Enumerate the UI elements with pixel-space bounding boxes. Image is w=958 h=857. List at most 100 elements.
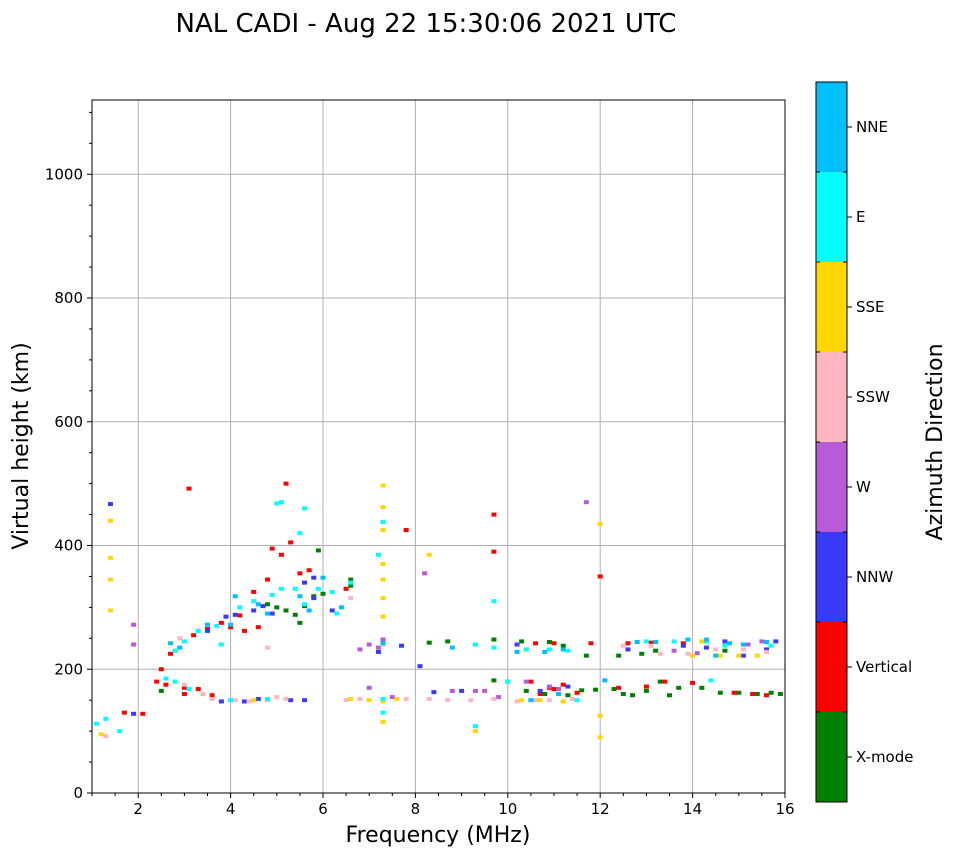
data-point-sse — [348, 696, 354, 701]
colorbar-tick-label: X-mode — [856, 748, 913, 766]
colorbar-segment-w — [816, 442, 847, 532]
data-point-sse — [472, 729, 478, 734]
data-point-nne — [255, 602, 261, 607]
colorbar-tick-label: Vertical — [856, 658, 912, 676]
data-point-vertical — [181, 685, 187, 690]
data-point-e — [172, 648, 178, 653]
data-point-e — [265, 696, 271, 701]
data-point-x-mode — [491, 678, 497, 683]
data-point-w — [131, 642, 137, 647]
data-point-e — [472, 724, 478, 729]
data-point-x-mode — [315, 548, 321, 553]
data-point-nne — [542, 649, 548, 654]
data-point-e — [251, 599, 257, 604]
data-point-sse — [537, 698, 543, 703]
data-point-vertical — [288, 540, 294, 545]
data-point-sse — [98, 732, 104, 737]
data-point-nnw — [459, 688, 465, 693]
data-point-nnw — [218, 699, 224, 704]
data-point-ssw — [764, 649, 770, 654]
data-point-e — [292, 586, 298, 591]
data-point-vertical — [218, 620, 224, 625]
data-point-x-mode — [699, 685, 705, 690]
data-point-nnw — [131, 711, 137, 716]
data-point-w — [523, 679, 529, 684]
data-point-vertical — [491, 549, 497, 554]
data-point-e — [302, 602, 308, 607]
data-points — [94, 481, 783, 740]
data-point-nne — [228, 622, 234, 627]
data-point-nne — [764, 640, 770, 645]
data-point-nnw — [625, 647, 631, 652]
data-point-nne — [703, 637, 709, 642]
data-point-e — [103, 716, 109, 721]
data-point-vertical — [265, 577, 271, 582]
data-point-nnw — [722, 639, 728, 644]
data-point-e — [214, 623, 220, 628]
data-point-x-mode — [777, 692, 783, 696]
data-point-vertical — [121, 710, 127, 715]
data-point-x-mode — [620, 692, 626, 696]
data-point-nnw — [399, 643, 405, 648]
x-axis-ticks: 2 4 6 8 10 12 14 16 — [91, 793, 795, 818]
data-point-sse — [380, 505, 386, 510]
data-point-e — [574, 698, 580, 703]
data-point-nne — [265, 611, 271, 616]
data-point-x-mode — [320, 591, 326, 596]
data-point-x-mode — [676, 685, 682, 690]
data-point-ssw — [103, 734, 109, 739]
data-point-x-mode — [722, 648, 728, 653]
data-point-nne — [177, 645, 183, 650]
data-point-x-mode — [265, 602, 271, 607]
data-point-x-mode — [583, 653, 589, 658]
data-point-nne — [306, 608, 312, 613]
data-point-x-mode — [565, 693, 571, 698]
data-point-e — [643, 639, 649, 644]
colorbar-segment-vertical — [816, 622, 847, 712]
data-point-e — [274, 501, 280, 506]
data-point-ssw — [181, 682, 187, 687]
data-point-sse — [380, 614, 386, 619]
data-point-nnw — [329, 608, 335, 613]
data-point-e — [94, 721, 100, 726]
data-point-nnw — [205, 628, 210, 633]
data-point-nne — [514, 649, 520, 654]
data-point-w — [380, 637, 386, 642]
data-point-x-mode — [611, 687, 617, 692]
data-point-e — [117, 729, 123, 734]
y-axis-label: Virtual height (km) — [9, 342, 34, 549]
data-point-w — [366, 642, 372, 647]
data-point-ssw — [569, 696, 575, 701]
data-point-nnw — [241, 699, 247, 704]
data-point-nne — [380, 641, 386, 646]
data-point-ssw — [283, 696, 289, 701]
data-point-x-mode — [643, 688, 649, 693]
data-point-e — [315, 586, 321, 591]
data-point-ssw — [343, 698, 349, 703]
data-point-nne — [560, 647, 566, 652]
data-point-nne — [168, 641, 174, 646]
data-point-e — [380, 519, 386, 524]
data-point-e — [329, 589, 335, 594]
data-point-nne — [653, 640, 659, 645]
data-point-vertical — [528, 679, 534, 684]
data-point-nnw — [269, 611, 275, 616]
data-point-ssw — [200, 692, 206, 696]
data-point-vertical — [163, 682, 169, 687]
data-point-vertical — [643, 684, 649, 689]
data-point-vertical — [255, 625, 261, 630]
x-axis-label: Frequency (MHz) — [346, 823, 531, 848]
data-point-x-mode — [593, 687, 599, 692]
data-point-w — [556, 687, 562, 692]
data-point-w — [496, 695, 502, 700]
data-point-vertical — [764, 693, 770, 698]
data-point-nne — [556, 692, 562, 696]
data-point-sse — [690, 653, 696, 658]
data-point-nnw — [537, 688, 543, 693]
data-point-vertical — [228, 625, 234, 630]
data-point-sse — [251, 698, 257, 703]
data-point-ssw — [533, 698, 539, 703]
data-point-vertical — [181, 692, 187, 696]
data-point-x-mode — [546, 640, 552, 645]
